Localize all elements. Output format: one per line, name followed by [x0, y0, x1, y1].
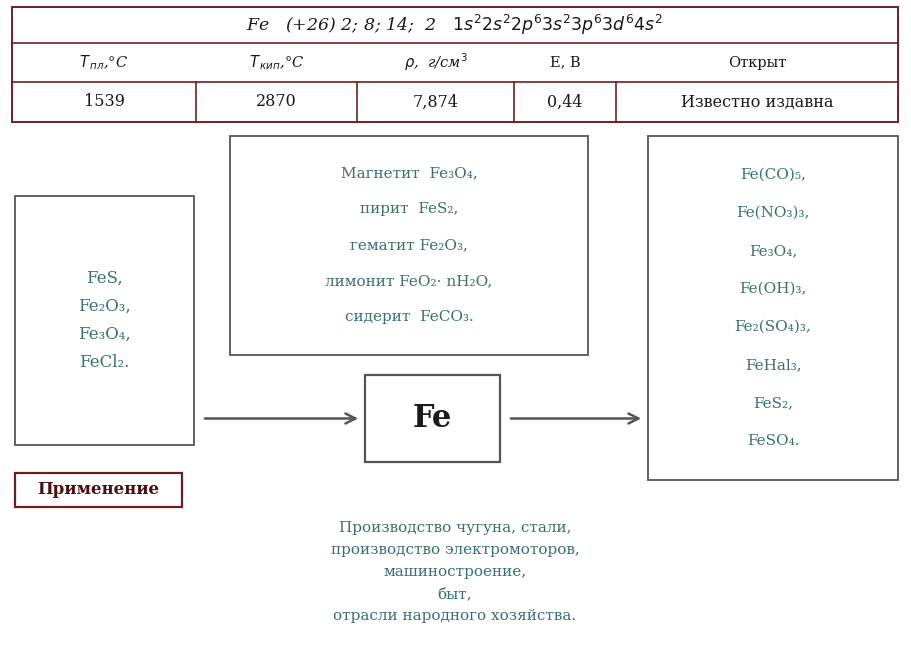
Text: Открыт: Открыт: [728, 55, 786, 70]
Text: Известно издавна: Известно издавна: [681, 93, 834, 110]
Bar: [15, 196, 194, 445]
Text: Fe₃O₄,: Fe₃O₄,: [78, 326, 131, 343]
Bar: [648, 136, 898, 480]
Text: машиностроение,: машиностроение,: [384, 565, 527, 579]
Text: FeS,: FeS,: [87, 270, 123, 287]
Text: FeS₂,: FeS₂,: [753, 396, 793, 410]
Bar: [230, 136, 588, 355]
Text: FeCl₂.: FeCl₂.: [79, 354, 129, 371]
Text: Магнетит  Fe₃O₄,: Магнетит Fe₃O₄,: [341, 166, 477, 181]
Text: пирит  FeS₂,: пирит FeS₂,: [360, 202, 458, 217]
Text: 0,44: 0,44: [548, 93, 583, 110]
Text: 2870: 2870: [256, 93, 297, 110]
Text: Fe(CO)₅,: Fe(CO)₅,: [740, 168, 806, 182]
Bar: [365, 375, 500, 462]
Text: Применение: Применение: [37, 482, 159, 499]
Text: Fe(OH)₃,: Fe(OH)₃,: [740, 282, 806, 296]
Text: производство электромоторов,: производство электромоторов,: [331, 543, 579, 557]
Text: быт,: быт,: [437, 587, 472, 601]
Text: FeSO₄.: FeSO₄.: [747, 434, 799, 448]
Text: гематит Fe₂O₃,: гематит Fe₂O₃,: [350, 238, 468, 252]
Text: FeHal₃,: FeHal₃,: [744, 358, 802, 372]
Text: лимонит FeO₂· nH₂O,: лимонит FeO₂· nH₂O,: [325, 275, 493, 288]
Text: сидерит  FeCO₃.: сидерит FeCO₃.: [344, 311, 474, 325]
Text: $T_{\,кип}$,°С: $T_{\,кип}$,°С: [249, 53, 304, 72]
Text: E, В: E, В: [549, 55, 580, 70]
Text: Fe: Fe: [413, 403, 452, 434]
Text: Fe   (+26) 2; 8; 14;  2   $1s^22s^22p^63s^23p^63d^64s^2$: Fe (+26) 2; 8; 14; 2 $1s^22s^22p^63s^23p…: [247, 13, 663, 37]
Text: 7,874: 7,874: [413, 93, 458, 110]
Text: Fe₂(SO₄)₃,: Fe₂(SO₄)₃,: [734, 320, 812, 334]
Text: Fe₂O₃,: Fe₂O₃,: [78, 298, 131, 315]
Bar: [15, 473, 182, 507]
Text: Производство чугуна, стали,: Производство чугуна, стали,: [339, 521, 571, 535]
Text: отрасли народного хозяйства.: отрасли народного хозяйства.: [333, 609, 577, 623]
Text: $T_{\,пл}$,°С: $T_{\,пл}$,°С: [79, 53, 128, 72]
Text: 1539: 1539: [84, 93, 125, 110]
Text: $\rho$,  г/см$^3$: $\rho$, г/см$^3$: [404, 52, 467, 74]
Text: Fe(NO₃)₃,: Fe(NO₃)₃,: [736, 206, 810, 220]
Text: Fe₃O₄,: Fe₃O₄,: [749, 244, 797, 258]
Bar: [12, 7, 898, 122]
